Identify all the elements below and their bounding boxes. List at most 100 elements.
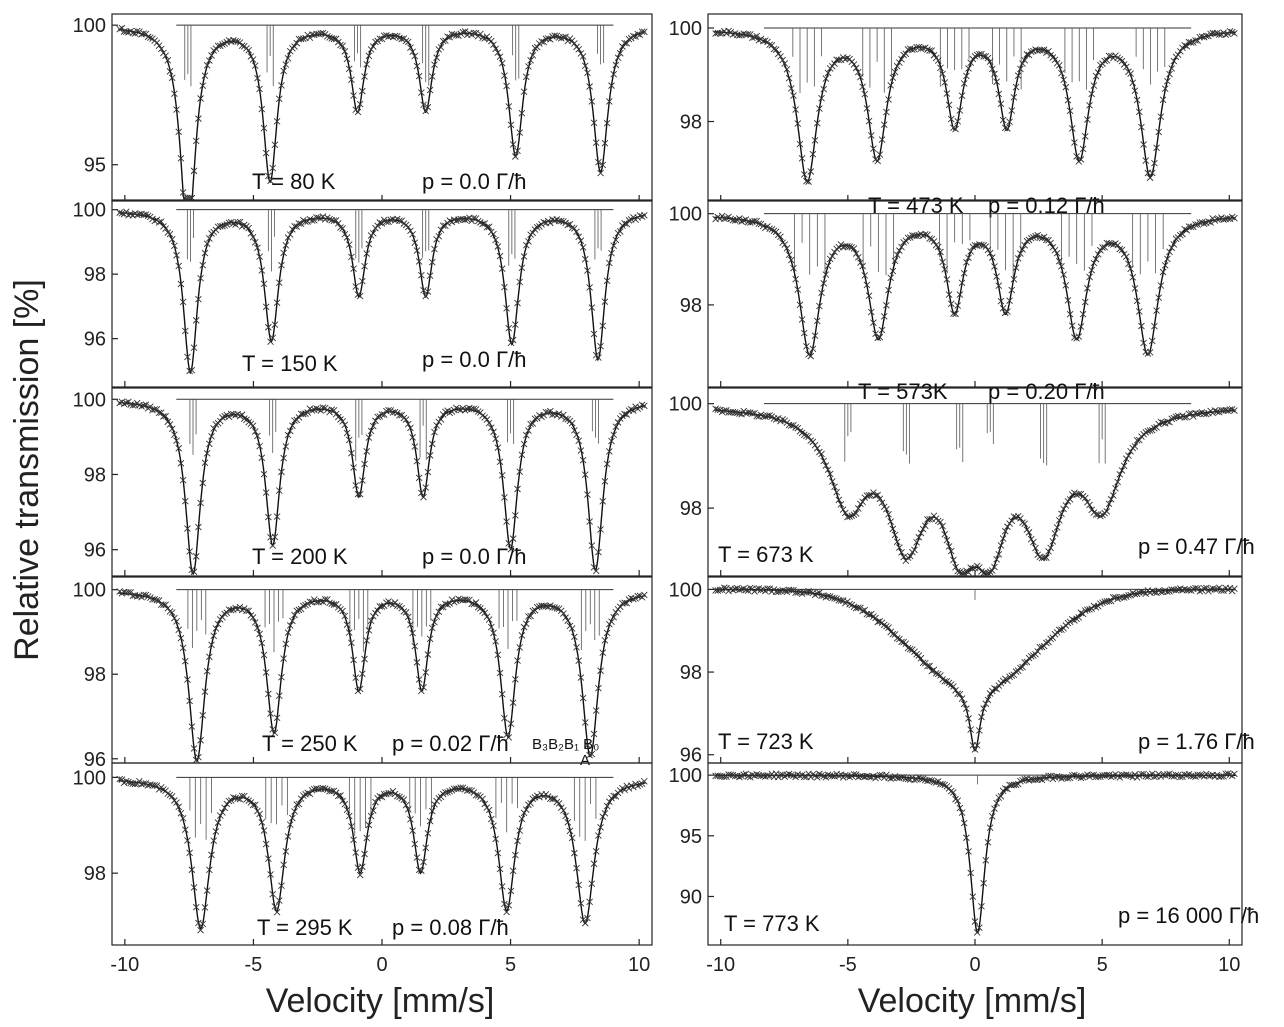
data-point [136, 777, 143, 785]
data-point [267, 338, 274, 345]
data-point [798, 316, 806, 323]
data-point [433, 54, 440, 61]
data-point [818, 592, 825, 600]
data-point [251, 238, 259, 246]
data-point [764, 585, 771, 592]
data-point [1151, 159, 1158, 167]
fit-curve [714, 588, 1236, 752]
data-point [544, 408, 552, 416]
data-point [590, 119, 598, 127]
data-point [407, 816, 414, 823]
data-point [269, 726, 277, 733]
data-point [971, 918, 979, 925]
data-point [396, 217, 403, 225]
data-point [251, 801, 259, 809]
data-point [546, 219, 554, 227]
y-tick-label: 100 [73, 389, 106, 411]
data-point [777, 771, 784, 779]
data-point [1036, 643, 1044, 651]
data-point [269, 542, 277, 549]
data-point [1086, 606, 1093, 613]
data-point [468, 600, 475, 608]
data-point [841, 509, 849, 517]
data-point [1051, 56, 1059, 64]
data-point [1192, 37, 1199, 44]
data-point [794, 589, 802, 596]
data-point [208, 52, 215, 59]
data-point [297, 220, 305, 228]
data-point [579, 456, 587, 464]
data-point [501, 494, 508, 501]
data-point [1153, 307, 1160, 314]
data-point [127, 589, 134, 596]
y-tick-label: 100 [669, 394, 702, 416]
data-point [214, 42, 222, 50]
fit-curve [118, 211, 646, 375]
data-point [1084, 498, 1091, 506]
data-point [369, 43, 377, 50]
data-point [577, 447, 585, 454]
data-point [470, 29, 478, 37]
data-point [597, 526, 604, 533]
data-point [1140, 339, 1147, 347]
data-point [118, 24, 126, 32]
data-point [592, 139, 600, 146]
data-point [168, 74, 176, 82]
data-point [415, 72, 423, 80]
data-point [880, 312, 888, 320]
data-point [889, 74, 897, 82]
data-point [522, 620, 530, 628]
data-point [282, 61, 290, 68]
data-point [1088, 90, 1096, 98]
y-tick-label: 100 [669, 579, 702, 601]
data-point [208, 851, 215, 859]
data-point [536, 793, 543, 801]
temperature-label: T = 773 K [724, 911, 820, 936]
data-point [1012, 264, 1020, 272]
data-point [640, 591, 648, 599]
data-point [820, 279, 828, 287]
data-point [872, 330, 879, 338]
y-tick-label: 98 [680, 112, 702, 134]
data-point [926, 777, 933, 784]
pressure-label: p = 0.02 Γ/ħ [392, 731, 509, 756]
data-point [507, 887, 515, 895]
data-point [509, 699, 517, 707]
data-point [230, 220, 237, 227]
data-point [520, 623, 528, 631]
data-point [509, 141, 517, 148]
data-point [1198, 771, 1206, 779]
data-point [221, 222, 228, 229]
data-point [278, 673, 285, 681]
data-point [1077, 156, 1085, 163]
data-point [496, 53, 504, 61]
data-point [1125, 772, 1132, 779]
data-point [310, 217, 318, 224]
data-point [337, 41, 344, 49]
data-point [557, 217, 565, 225]
data-point [785, 770, 793, 778]
data-point [1099, 599, 1106, 607]
data-point [902, 50, 910, 58]
data-point [1071, 771, 1078, 779]
data-point [813, 774, 821, 781]
data-point [1090, 82, 1098, 89]
data-point [1131, 590, 1139, 598]
data-point [988, 254, 996, 261]
data-point [188, 366, 196, 374]
data-point [822, 462, 830, 469]
data-point [991, 805, 998, 813]
data-point [937, 248, 944, 256]
data-point [870, 145, 877, 152]
data-point [415, 474, 423, 482]
data-point [1017, 514, 1024, 522]
data-point [595, 158, 602, 166]
data-point [431, 618, 438, 626]
data-point [455, 595, 462, 603]
data-point [978, 713, 985, 721]
data-point [753, 585, 761, 593]
data-point [605, 259, 613, 267]
data-point [411, 239, 419, 247]
data-point [833, 488, 840, 496]
